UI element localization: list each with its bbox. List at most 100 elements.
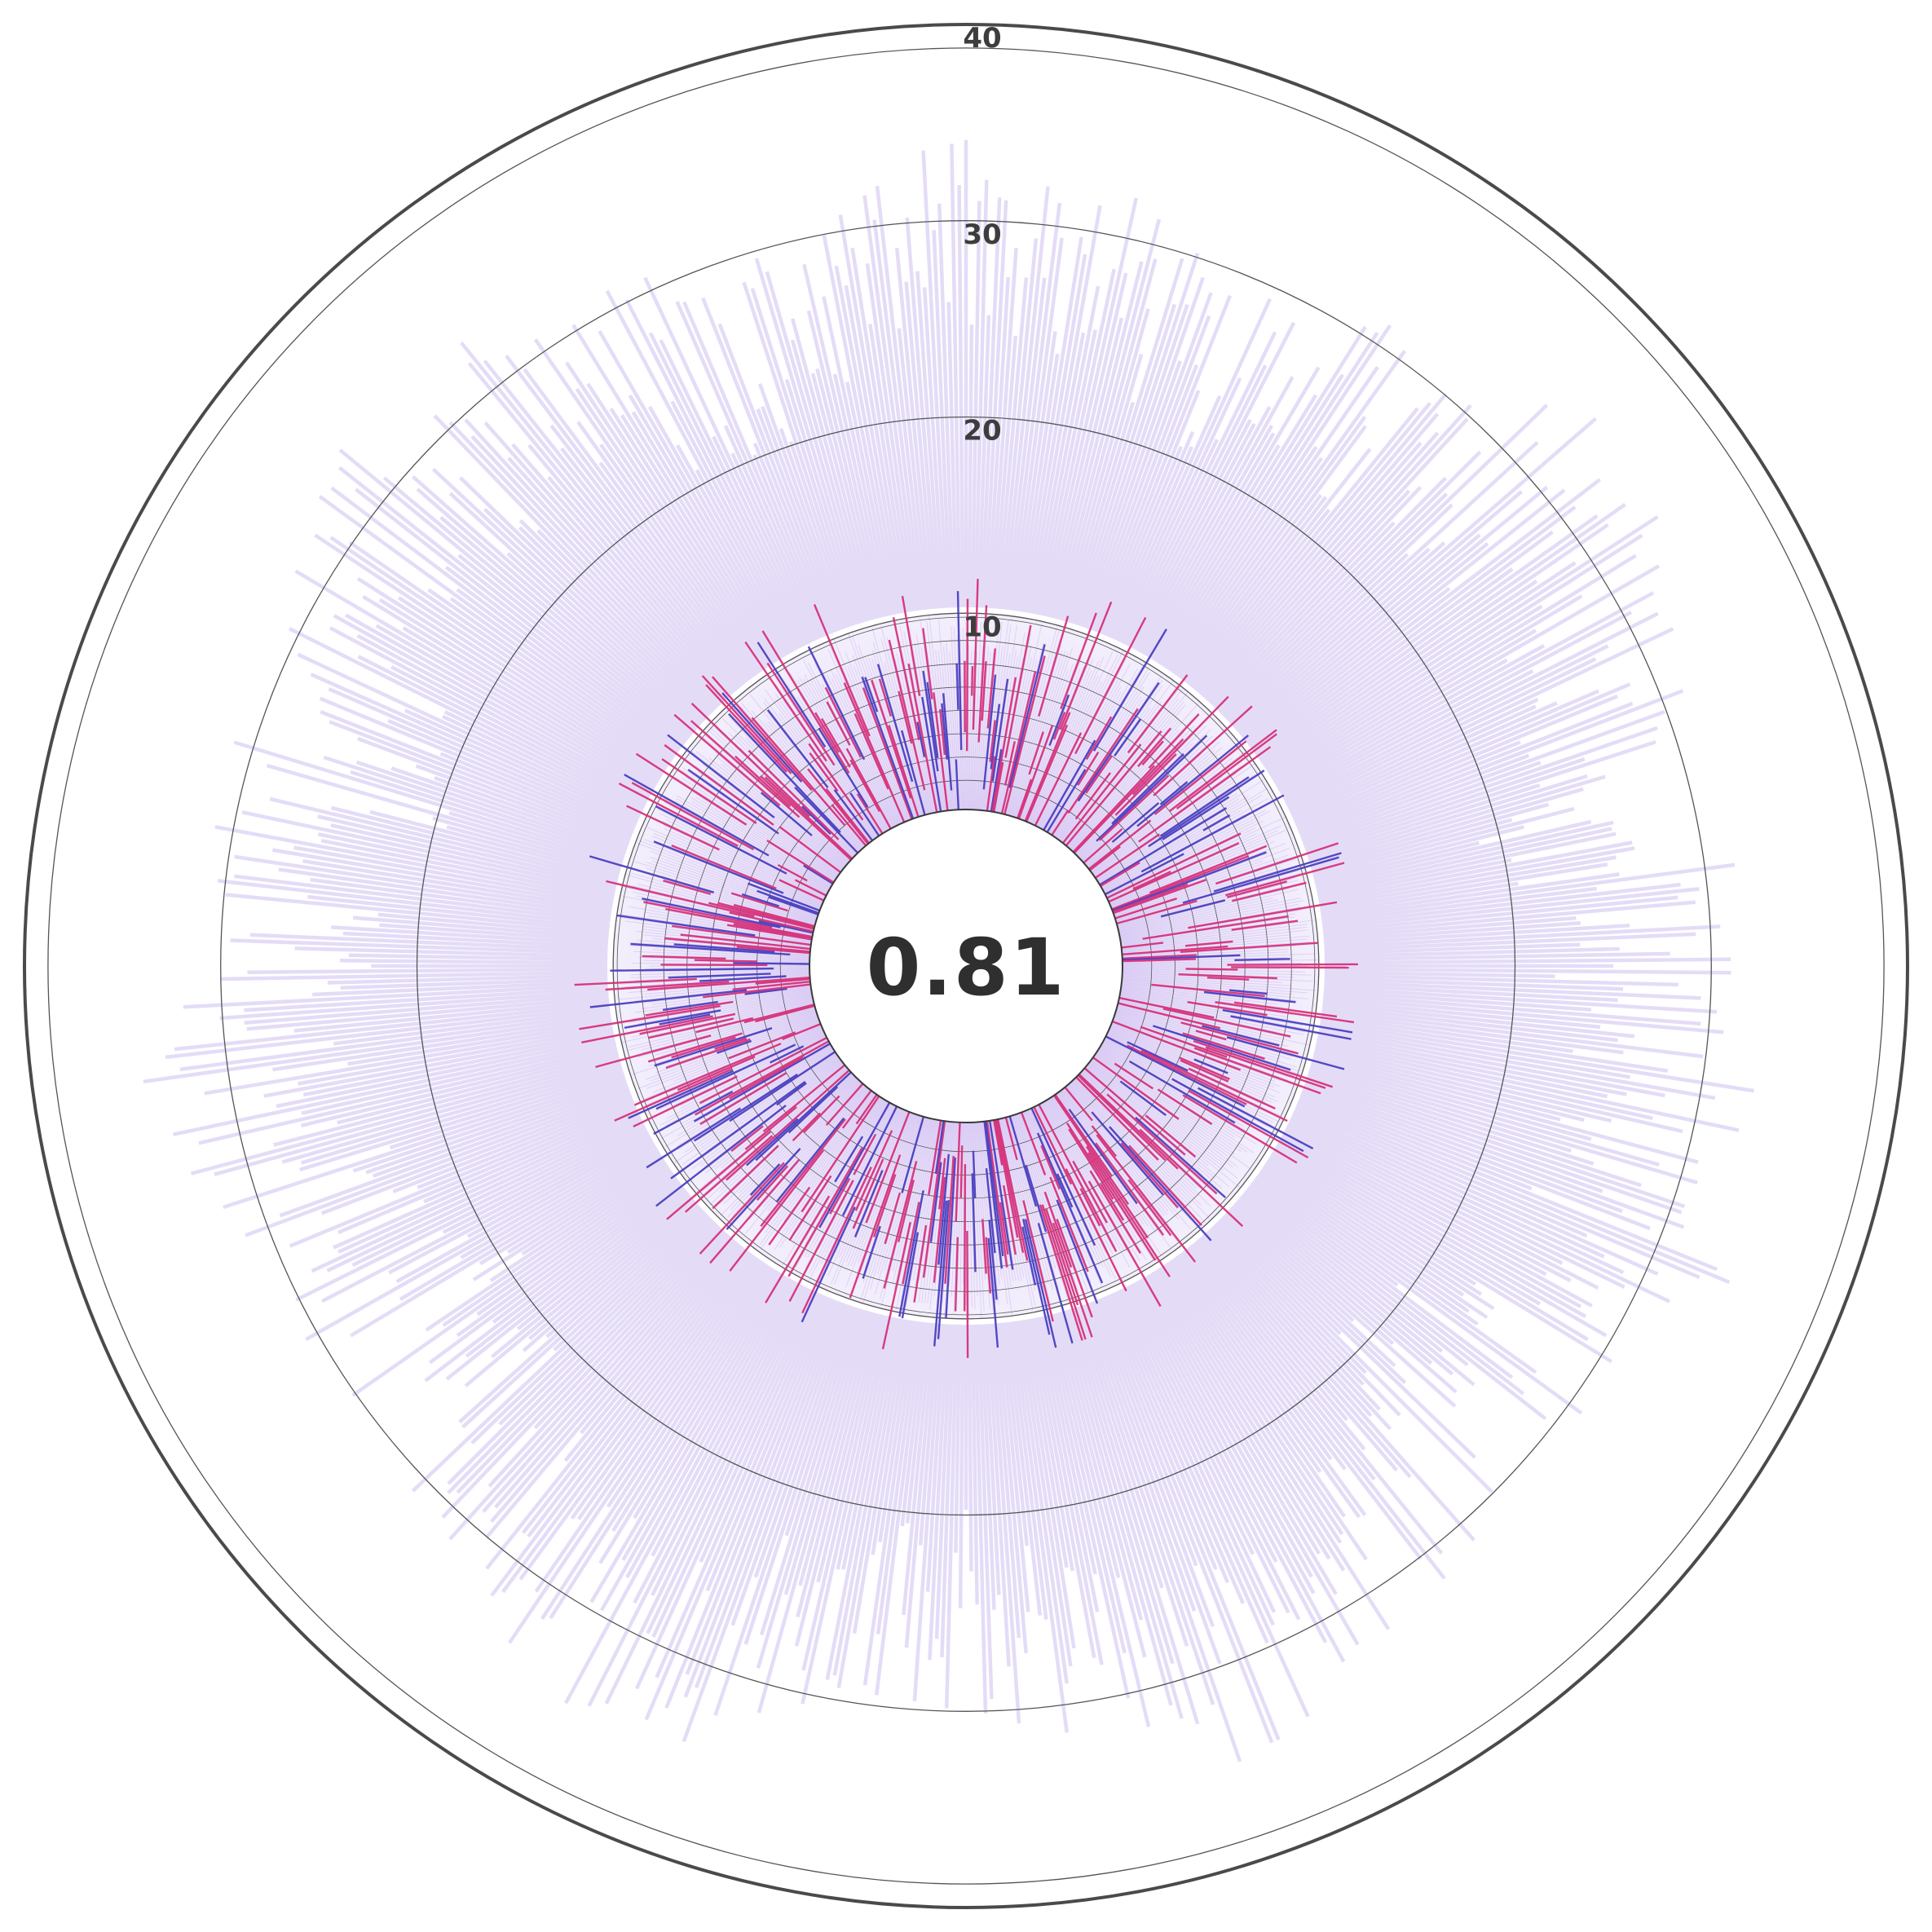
inner-texture-line <box>668 845 822 908</box>
outer-bar <box>1220 492 1449 717</box>
outer-bar <box>458 1204 701 1424</box>
magenta-series-line <box>801 1167 872 1314</box>
inner-texture-line <box>860 1114 920 1300</box>
outer-bar <box>694 1301 843 1688</box>
inner-texture-line <box>999 1118 1034 1273</box>
inner-texture-line <box>645 967 810 969</box>
outer-bar <box>433 414 719 710</box>
magenta-series-line <box>733 923 813 939</box>
blue-series-line <box>807 646 866 761</box>
inner-texture-line <box>1097 1049 1236 1138</box>
outer-bar <box>1286 644 1609 808</box>
inner-texture-line <box>1083 1069 1204 1176</box>
outer-bar <box>1209 489 1411 705</box>
inner-texture-line <box>1035 1105 1108 1249</box>
outer-bar <box>743 1306 858 1645</box>
outer-bar <box>1115 377 1242 642</box>
magenta-series-line <box>939 708 946 756</box>
blue-series-line <box>787 1086 839 1134</box>
magenta-series-line <box>1065 730 1162 847</box>
outer-bar <box>1265 515 1659 773</box>
outer-bar <box>266 763 622 869</box>
outer-bar <box>395 1138 654 1284</box>
outer-bar <box>244 986 608 1012</box>
outer-bar <box>605 289 800 651</box>
magenta-series-line <box>1127 1179 1172 1237</box>
outer-bar <box>836 1318 906 1688</box>
outer-bar <box>461 1206 704 1429</box>
magenta-series-line <box>666 1131 771 1220</box>
magenta-series-line <box>639 1012 736 1035</box>
inner-texture-line <box>1008 638 1061 816</box>
outer-bar <box>1312 1054 1561 1122</box>
inner-texture-line <box>870 1115 922 1290</box>
outer-bar <box>323 755 626 858</box>
inner-texture-line <box>759 1092 874 1245</box>
magenta-series-line <box>1064 1086 1093 1122</box>
outer-bar <box>348 953 608 962</box>
inner-texture-line <box>968 651 973 810</box>
outer-bar <box>1032 1317 1104 1665</box>
inner-texture-line <box>1043 1101 1128 1252</box>
inner-texture-line <box>1104 816 1247 893</box>
inner-texture-line <box>977 652 991 810</box>
inner-texture-line <box>696 1066 847 1193</box>
outer-bar <box>560 447 747 685</box>
outer-bar <box>576 421 760 676</box>
magenta-series-line <box>671 845 777 889</box>
inner-texture-line <box>645 1017 819 1080</box>
magenta-series-line <box>995 1119 1025 1253</box>
outer-bar <box>1138 376 1295 654</box>
magenta-series-line <box>907 663 938 813</box>
inner-texture-line <box>629 991 812 1023</box>
outer-bar <box>449 597 676 760</box>
magenta-series-line <box>714 1037 748 1050</box>
outer-bar <box>598 461 757 677</box>
outer-bar <box>165 1004 611 1060</box>
outer-bar <box>957 184 965 608</box>
magenta-series-line <box>1231 966 1349 969</box>
magenta-series-line <box>1148 713 1200 770</box>
blue-series-line <box>655 1043 796 1110</box>
magenta-series-line <box>1182 1032 1265 1060</box>
outer-bar <box>1048 1314 1151 1727</box>
outer-bar <box>320 1130 649 1303</box>
outer-bar <box>390 766 628 851</box>
outer-bar <box>1318 846 1635 906</box>
outer-bar <box>937 203 955 608</box>
outer-bar <box>670 400 802 649</box>
magenta-series-line <box>807 768 869 845</box>
outer-bar <box>1060 308 1150 621</box>
blue-series-line <box>985 1121 1004 1257</box>
inner-texture-line <box>783 1093 876 1222</box>
outer-bar <box>1042 1316 1131 1699</box>
inner-texture-line <box>1077 743 1193 857</box>
outer-bar <box>492 1180 681 1324</box>
outer-bar <box>822 296 893 616</box>
magenta-series-line <box>1195 1030 1227 1041</box>
outer-bar <box>796 1312 878 1617</box>
magenta-series-line <box>820 717 851 768</box>
magenta-series-line <box>1051 809 1070 836</box>
magenta-series-line <box>695 1017 754 1034</box>
outer-bar <box>485 1245 744 1570</box>
magenta-series-line <box>684 1135 774 1213</box>
outer-bar <box>1063 1310 1184 1719</box>
magenta-series-line <box>1099 774 1170 841</box>
blue-series-line <box>1148 770 1265 848</box>
magenta-series-line <box>1185 968 1238 971</box>
blue-series-line <box>1105 1035 1246 1108</box>
blue-series-line <box>1136 734 1250 827</box>
inner-texture-line <box>1117 1006 1295 1055</box>
inner-texture-line <box>857 1113 915 1273</box>
outer-bar <box>269 796 618 884</box>
outer-bar <box>1113 1291 1310 1718</box>
inner-texture-line <box>1117 877 1296 926</box>
outer-bar <box>1121 331 1277 645</box>
inner-texture-line <box>789 672 886 832</box>
inner-texture-line <box>1074 1078 1211 1220</box>
inner-texture-line <box>1063 1087 1165 1216</box>
blue-series-line <box>1111 802 1160 843</box>
inner-texture-line <box>1044 664 1145 831</box>
